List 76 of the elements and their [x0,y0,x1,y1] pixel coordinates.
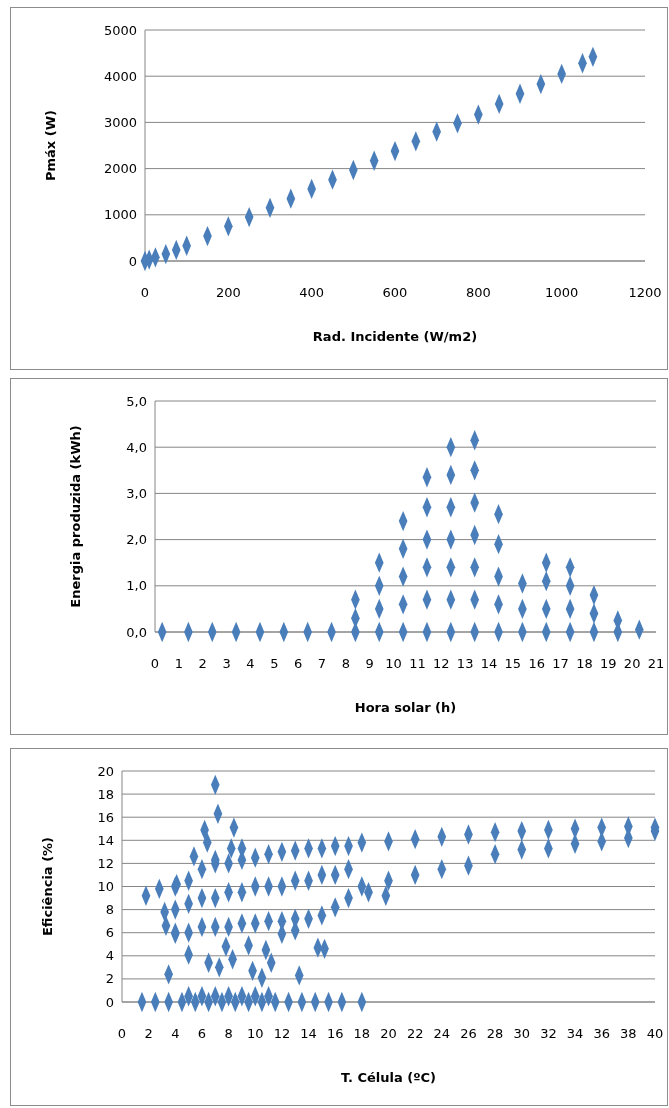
y-tick-label: 20 [97,763,114,779]
x-axis-title: Rad. Incidente (W/m2) [312,329,478,344]
x-tick-label: 16 [326,1026,344,1041]
x-tick-label: 30 [513,1026,531,1041]
x-tick-label: 600 [382,285,408,300]
x-tick-label: 5 [270,656,279,671]
x-tick-label: 26 [460,1026,477,1041]
x-tick-label: 4 [171,1026,180,1041]
y-tick-label: 6 [105,925,114,941]
y-tick-label: 2000 [103,161,137,177]
x-axis-title: Hora solar (h) [354,700,457,715]
x-tick-label: 22 [406,1026,424,1041]
x-tick-label: 8 [341,656,350,671]
x-tick-label: 200 [215,285,241,300]
x-tick-label: 32 [540,1026,557,1041]
x-tick-label: 28 [486,1026,504,1041]
x-tick-label: 12 [433,656,450,671]
x-tick-label: 11 [409,656,426,671]
x-tick-label: 13 [456,656,474,671]
x-tick-label: 12 [273,1026,291,1041]
y-tick-label: 4,0 [126,439,147,455]
y-tick-label: 18 [97,786,114,802]
x-tick-label: 19 [600,656,617,671]
y-tick-label: 0,0 [126,624,147,640]
x-axis-title: T. Célula (ºC) [341,1070,436,1085]
y-axis-title: Eficiência (%) [40,836,55,937]
y-tick-label: 5,0 [126,393,147,409]
x-tick-label: 14 [480,656,498,671]
y-tick-label: 16 [97,809,114,825]
x-tick-label: 800 [465,285,491,300]
y-tick-label: 2 [105,971,114,987]
x-tick-label: 7 [317,656,327,671]
x-tick-label: 20 [380,1026,397,1041]
x-tick-label: 3 [222,656,231,671]
y-axis-title: Pmáx (W) [43,110,58,181]
y-tick-label: 1000 [103,207,137,223]
y-tick-label: 8 [105,902,114,918]
y-tick-label: 14 [97,832,114,848]
y-tick-label: 3,0 [126,485,147,501]
x-tick-label: 1 [174,656,183,671]
x-tick-label: 24 [433,1026,451,1041]
x-tick-label: 10 [246,1026,264,1041]
x-tick-label: 21 [647,656,665,671]
x-tick-label: 17 [552,656,569,671]
x-tick-label: 36 [593,1026,610,1041]
y-tick-label: 2,0 [126,532,147,548]
x-tick-label: 18 [353,1026,371,1041]
y-tick-label: 12 [97,855,114,871]
x-tick-label: 20 [623,656,641,671]
y-tick-label: 5000 [103,22,137,38]
x-tick-label: 4 [246,656,255,671]
y-tick-label: 0 [128,253,137,269]
x-tick-label: 40 [646,1026,664,1041]
y-tick-label: 0 [105,994,114,1010]
x-tick-label: 8 [224,1026,233,1041]
y-tick-label: 3000 [103,114,137,130]
x-tick-label: 14 [300,1026,317,1041]
x-tick-label: 1000 [545,285,579,300]
y-tick-label: 1,0 [126,578,147,594]
x-tick-label: 400 [299,285,325,300]
x-tick-label: 2 [198,656,207,671]
y-axis-title: Energia produzida (kWh) [68,425,83,608]
y-tick-label: 4000 [103,68,137,84]
x-tick-label: 0 [150,656,160,671]
y-tick-label: 10 [97,879,114,895]
x-tick-label: 16 [528,656,545,671]
y-tick-label: 4 [105,948,114,964]
x-tick-label: 1200 [628,285,662,300]
x-tick-label: 38 [620,1026,637,1041]
x-tick-label: 10 [385,656,402,671]
x-tick-label: 15 [504,656,522,671]
x-tick-label: 18 [576,656,593,671]
x-tick-label: 9 [365,656,374,671]
x-tick-label: 6 [197,1026,207,1041]
x-tick-label: 6 [294,656,303,671]
x-tick-label: 34 [566,1026,584,1041]
